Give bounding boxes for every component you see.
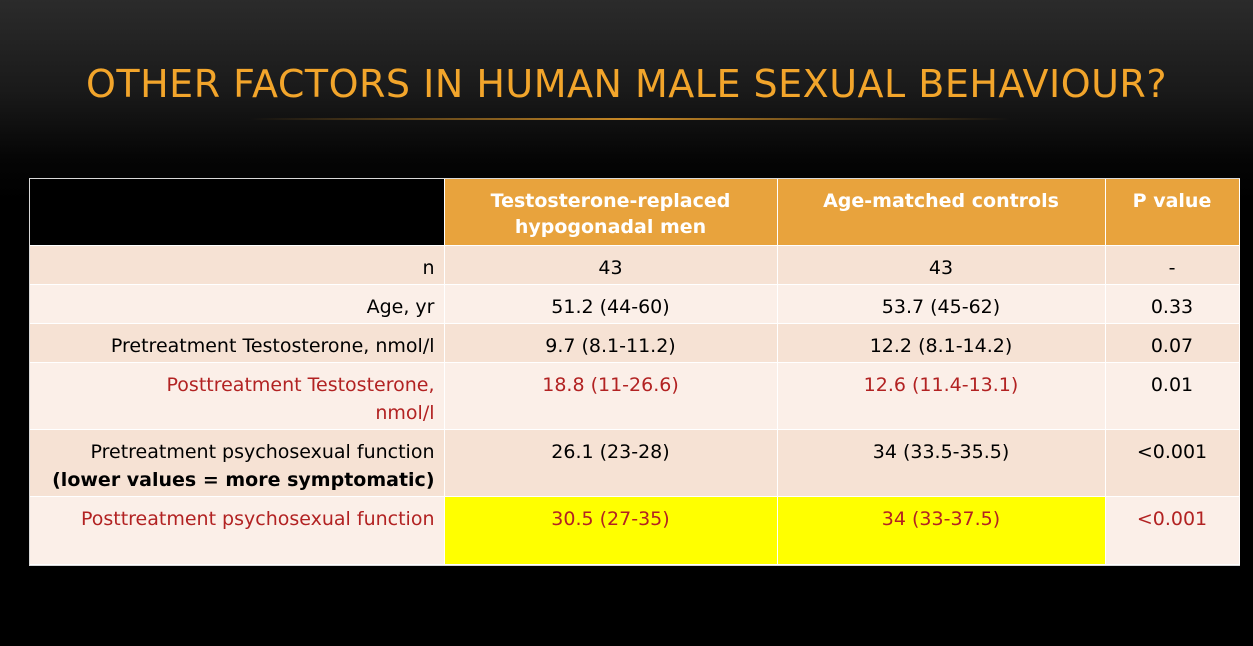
header-controls: Age-matched controls [777,179,1106,246]
cell-controls-highlighted: 34 (33-37.5) [777,496,1106,565]
cell-treated: 9.7 (8.1-11.2) [444,323,778,363]
row-label: Posttreatment Testosterone, nmol/l [30,362,445,430]
cell-p-value: 0.33 [1105,284,1240,324]
row-label: Age, yr [30,284,445,324]
row-label: Pretreatment psychosexual function (lower… [30,429,445,497]
cell-controls: 43 [777,245,1106,285]
cell-controls: 34 (33.5-35.5) [777,429,1106,497]
header-corner-cell [30,179,445,246]
header-p-value: P value [1105,179,1240,246]
table-row: Posttreatment psychosexual function 30.5… [30,496,1240,565]
slide-title: OTHER FACTORS IN HUMAN MALE SEXUAL BEHAV… [85,62,1167,106]
comparison-table: Testosterone-replaced hypogonadal men Ag… [29,178,1240,566]
cell-treated-highlighted: 30.5 (27-35) [444,496,778,565]
row-label-line2: nmol/l [375,401,435,424]
cell-controls: 12.6 (11.4-13.1) [777,362,1106,430]
row-label: Pretreatment Testosterone, nmol/l [30,323,445,363]
cell-p-value: <0.001 [1105,429,1240,497]
table-row: Pretreatment psychosexual function (lower… [30,429,1240,497]
row-label-line1: Posttreatment Testosterone, [166,373,435,396]
cell-p-value: 0.01 [1105,362,1240,430]
cell-p-value: - [1105,245,1240,285]
row-label-note: (lower values = more symptomatic) [52,468,435,491]
cell-treated: 18.8 (11-26.6) [444,362,778,430]
table-row: Pretreatment Testosterone, nmol/l 9.7 (8… [30,323,1240,363]
table-row: n 43 43 - [30,245,1240,285]
row-label: Posttreatment psychosexual function [30,496,445,565]
cell-treated: 51.2 (44-60) [444,284,778,324]
cell-controls: 12.2 (8.1-14.2) [777,323,1106,363]
header-treated: Testosterone-replaced hypogonadal men [444,179,778,246]
title-underline [250,118,1010,120]
table-row: Posttreatment Testosterone, nmol/l 18.8 (… [30,362,1240,430]
row-label: n [30,245,445,285]
cell-p-value: <0.001 [1105,496,1240,565]
row-label-line1: Pretreatment psychosexual function [90,440,435,463]
table-row: Age, yr 51.2 (44-60) 53.7 (45-62) 0.33 [30,284,1240,324]
table-header-row: Testosterone-replaced hypogonadal men Ag… [30,179,1240,246]
cell-p-value: 0.07 [1105,323,1240,363]
cell-treated: 43 [444,245,778,285]
data-table: Testosterone-replaced hypogonadal men Ag… [30,179,1240,565]
cell-controls: 53.7 (45-62) [777,284,1106,324]
cell-treated: 26.1 (23-28) [444,429,778,497]
